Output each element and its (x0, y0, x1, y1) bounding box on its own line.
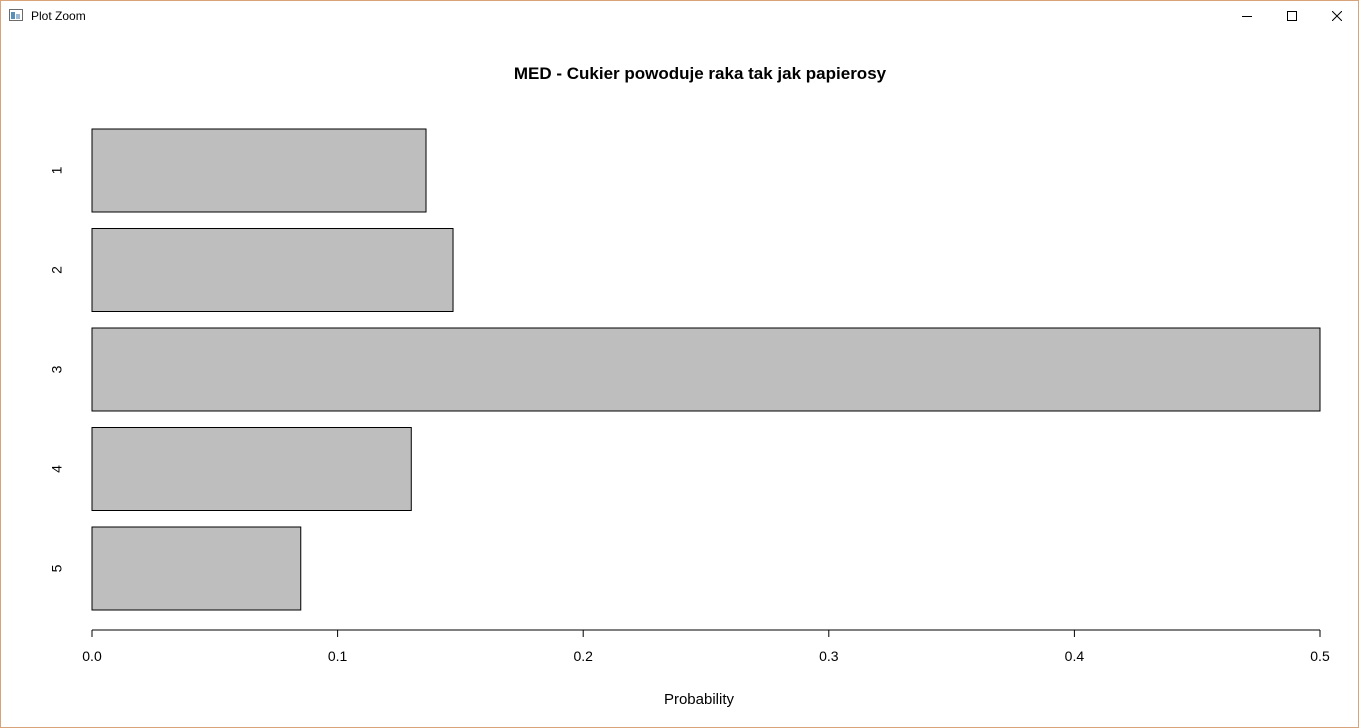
y-axis-labels: 1 2 3 4 5 (49, 166, 65, 572)
close-icon (1332, 11, 1342, 21)
bar-5 (92, 527, 301, 610)
y-tick-label: 5 (49, 564, 65, 572)
x-tick-label: 0.2 (573, 648, 593, 664)
x-tick-label: 0.0 (82, 648, 102, 664)
y-tick-label: 3 (49, 365, 65, 373)
x-tick-label: 0.4 (1065, 648, 1085, 664)
y-tick-label: 4 (49, 465, 65, 473)
chart-title: MED - Cukier powoduje raka tak jak papie… (514, 64, 887, 83)
bar-4 (92, 428, 411, 511)
y-tick-label: 1 (49, 166, 65, 174)
bars-group (92, 129, 1320, 610)
bar-2 (92, 229, 453, 312)
bar-3 (92, 328, 1320, 411)
x-tick-label: 0.1 (328, 648, 348, 664)
x-axis: 0.0 0.1 0.2 0.3 0.4 0.5 (82, 630, 1330, 664)
maximize-button[interactable] (1269, 1, 1315, 31)
x-tick-label: 0.5 (1310, 648, 1330, 664)
r-plot-window-icon (9, 9, 23, 21)
title-bar[interactable]: Plot Zoom (1, 1, 1358, 31)
minimize-icon (1242, 11, 1252, 21)
x-axis-label: Probability (664, 691, 735, 708)
x-tick-label: 0.3 (819, 648, 839, 664)
minimize-button[interactable] (1224, 1, 1270, 31)
maximize-icon (1287, 11, 1297, 21)
y-tick-label: 2 (49, 266, 65, 274)
close-button[interactable] (1314, 1, 1359, 31)
window-title: Plot Zoom (31, 9, 86, 23)
bar-chart: MED - Cukier powoduje raka tak jak papie… (1, 31, 1358, 727)
bar-1 (92, 129, 426, 212)
